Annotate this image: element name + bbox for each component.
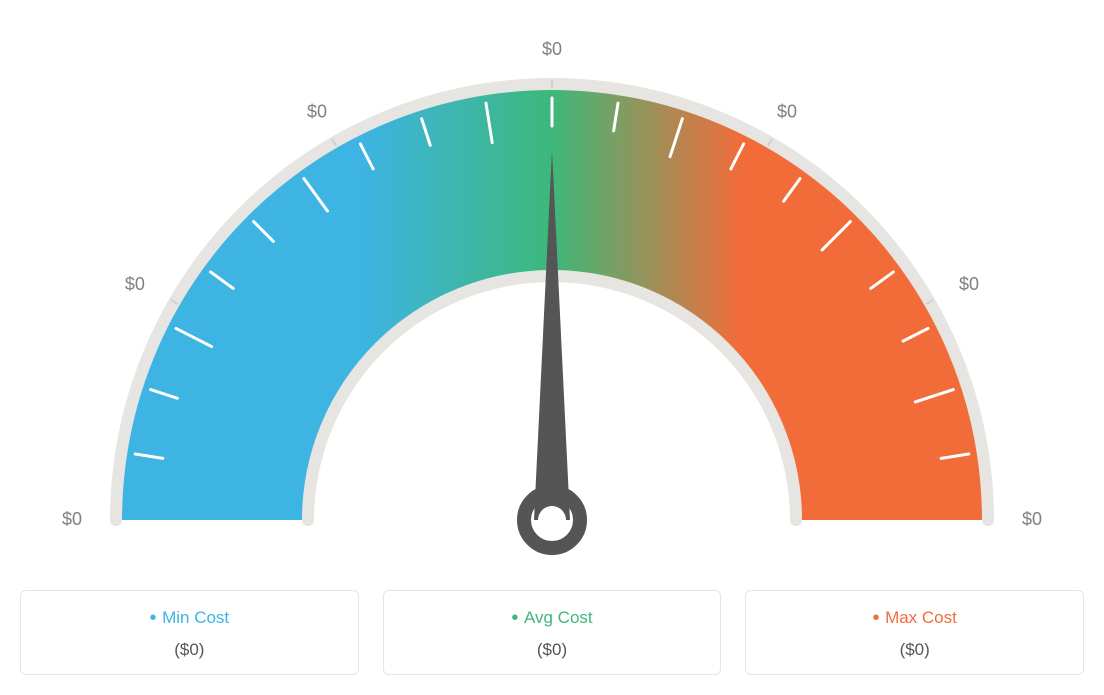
gauge-chart: $0 $0 $0 $0 $0 $0 $0 xyxy=(20,20,1084,580)
cost-gauge-widget: $0 $0 $0 $0 $0 $0 $0 Min Cost ($0) Avg Cost ($… xyxy=(20,20,1084,675)
svg-text:$0: $0 xyxy=(777,102,797,122)
svg-text:$0: $0 xyxy=(1022,509,1042,529)
legend-value-avg: ($0) xyxy=(394,640,711,660)
legend-label-min: Min Cost xyxy=(31,607,348,630)
svg-text:$0: $0 xyxy=(62,509,82,529)
svg-text:$0: $0 xyxy=(542,39,562,59)
legend-value-max: ($0) xyxy=(756,640,1073,660)
svg-text:$0: $0 xyxy=(307,102,327,122)
legend-card-max: Max Cost ($0) xyxy=(745,590,1084,675)
gauge-svg: $0 $0 $0 $0 $0 $0 $0 xyxy=(20,20,1084,580)
legend-row: Min Cost ($0) Avg Cost ($0) Max Cost ($0… xyxy=(20,590,1084,675)
legend-label-avg: Avg Cost xyxy=(394,607,711,630)
legend-card-avg: Avg Cost ($0) xyxy=(383,590,722,675)
legend-card-min: Min Cost ($0) xyxy=(20,590,359,675)
legend-value-min: ($0) xyxy=(31,640,348,660)
legend-label-max: Max Cost xyxy=(756,607,1073,630)
svg-text:$0: $0 xyxy=(125,274,145,294)
svg-text:$0: $0 xyxy=(959,274,979,294)
